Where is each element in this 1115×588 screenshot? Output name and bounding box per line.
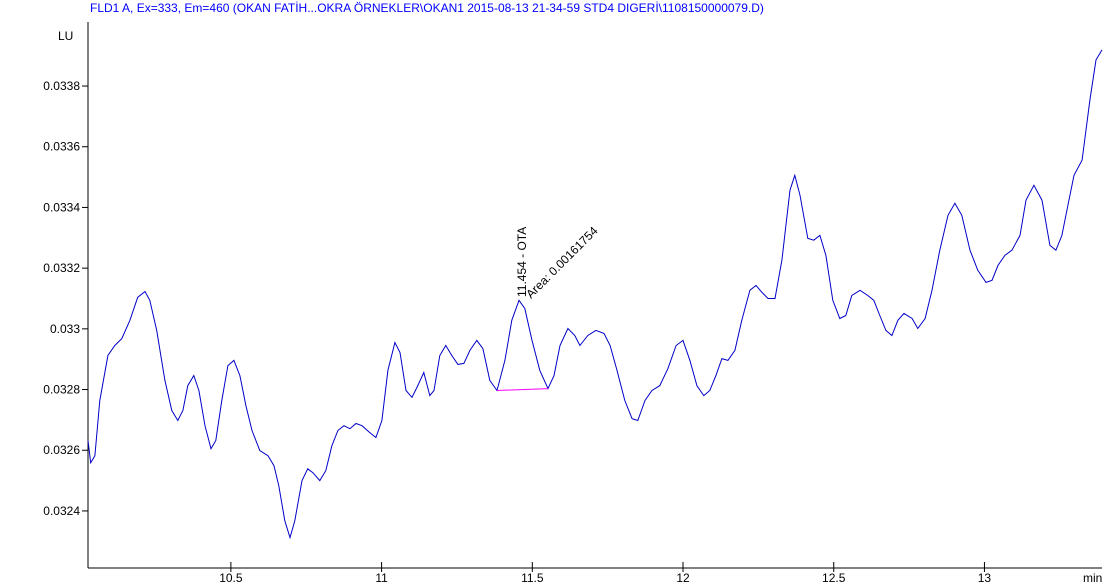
x-axis-label: min bbox=[1083, 571, 1102, 585]
x-tick-label: 12 bbox=[676, 571, 690, 585]
x-tick-label: 10.5 bbox=[219, 571, 243, 585]
y-tick-label: 0.0334 bbox=[43, 200, 80, 214]
peak-baseline bbox=[496, 388, 549, 391]
y-tick-label: 0.0326 bbox=[43, 443, 80, 457]
x-tick-label: 11 bbox=[375, 571, 388, 585]
y-tick-label: 0.0324 bbox=[43, 504, 80, 518]
area-label: Area: 0.00161754 bbox=[523, 224, 601, 302]
signal-line bbox=[87, 49, 1103, 540]
x-tick-label: 13 bbox=[978, 571, 992, 585]
y-tick-label: 0.033 bbox=[50, 322, 80, 336]
peak-label: 11.454 - OTA bbox=[515, 227, 529, 297]
y-axis-label: LU bbox=[58, 29, 73, 43]
y-tick-label: 0.0338 bbox=[43, 79, 80, 93]
y-tick-label: 0.0332 bbox=[43, 261, 80, 275]
y-tick-label: 0.0328 bbox=[43, 383, 80, 397]
chart-title: FLD1 A, Ex=333, Em=460 (OKAN FATİH...OKR… bbox=[90, 1, 764, 15]
x-tick-label: 11.5 bbox=[521, 571, 544, 585]
x-tick-label: 12.5 bbox=[822, 571, 846, 585]
y-tick-label: 0.0336 bbox=[43, 140, 80, 154]
